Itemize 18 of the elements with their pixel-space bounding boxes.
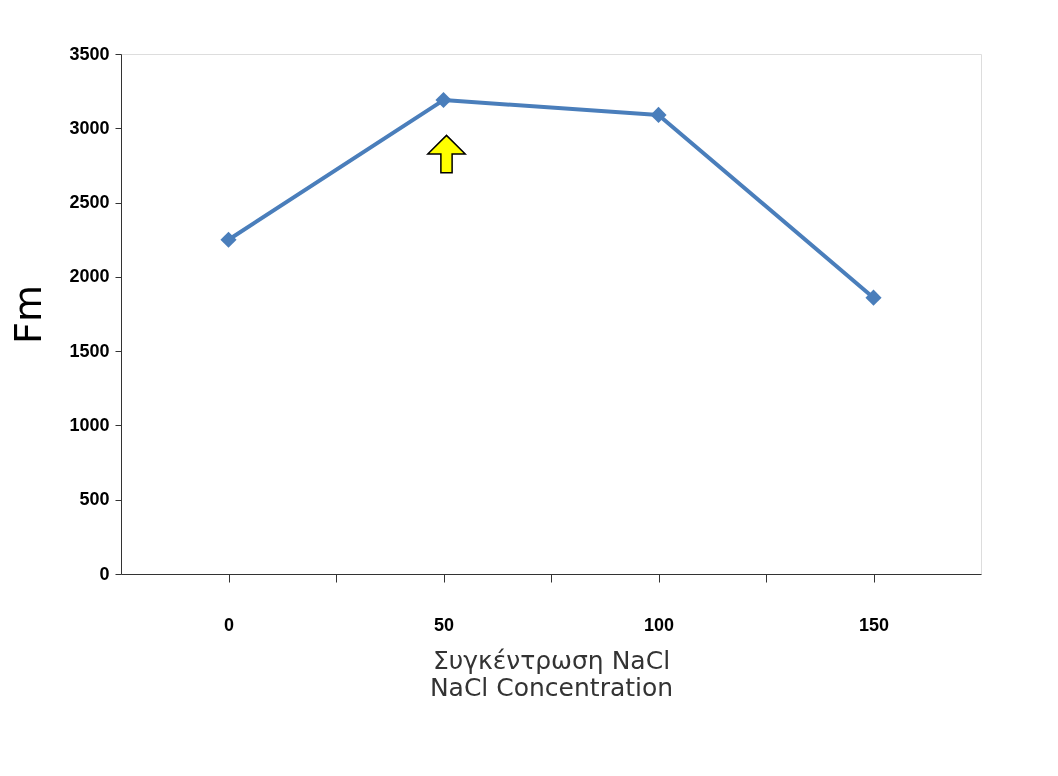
y-tick-label: 3500 — [69, 43, 110, 64]
x-tick-label: 150 — [858, 614, 890, 635]
y-axis-title: Fm — [6, 285, 51, 344]
x-axis-title: Συγκέντρωση NaCl NaCl Concentration — [429, 645, 674, 702]
y-tick-label: 3000 — [69, 117, 110, 138]
y-tick-label: 0 — [99, 563, 110, 584]
y-tick-label: 2000 — [69, 266, 110, 287]
x-tick-label: 0 — [223, 614, 235, 635]
point — [435, 92, 452, 109]
x-tick-label: 100 — [643, 614, 675, 635]
point — [865, 289, 882, 306]
point — [220, 231, 237, 248]
point — [650, 106, 667, 123]
y-tick-label: 500 — [79, 489, 110, 510]
x-tick-label: 50 — [433, 614, 455, 635]
y-tick-label: 1500 — [69, 340, 110, 361]
y-tick-label: 2500 — [69, 192, 110, 213]
y-tick-label: 1000 — [69, 414, 110, 435]
